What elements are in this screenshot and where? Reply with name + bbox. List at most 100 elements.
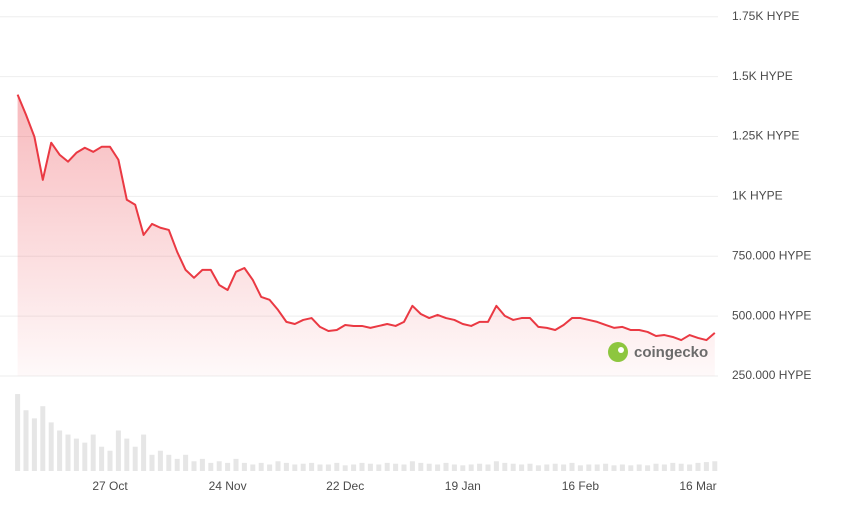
volume-bar <box>292 464 298 471</box>
volume-bar <box>493 461 499 471</box>
volume-bar <box>275 461 281 471</box>
volume-bar <box>611 465 617 471</box>
volume-bar <box>384 462 390 471</box>
volume-bar <box>342 465 348 471</box>
volume-bar <box>703 462 709 471</box>
volume-bar <box>426 463 432 471</box>
volume-bar <box>468 464 474 471</box>
volume-bar <box>435 464 441 471</box>
x-tick-label: 24 Nov <box>209 479 247 493</box>
volume-bar <box>99 446 105 471</box>
volume-bar <box>250 464 256 471</box>
y-tick-label: 1.5K HYPE <box>732 69 793 83</box>
volume-bar <box>603 463 609 471</box>
volume-bar <box>141 434 147 471</box>
volume-bar <box>569 462 575 471</box>
volume-bar <box>166 454 172 471</box>
volume-bar <box>695 462 701 471</box>
volume-bar <box>502 462 508 471</box>
volume-bar <box>586 464 592 471</box>
volume-bar <box>351 464 357 471</box>
volume-bar <box>451 464 457 471</box>
volume-bar <box>31 418 37 471</box>
volume-bar <box>636 464 642 471</box>
volume-bar <box>283 462 289 471</box>
y-tick-label: 250.000 HYPE <box>732 368 811 382</box>
volume-bar <box>577 465 583 471</box>
watermark-logo-eye <box>618 347 624 353</box>
volume-bar <box>645 465 651 471</box>
x-tick-label: 27 Oct <box>92 479 128 493</box>
volume-bar <box>619 464 625 471</box>
volume-bar <box>40 406 46 471</box>
price-line <box>16 94 716 342</box>
volume-bar <box>233 458 239 471</box>
watermark: coingecko <box>608 342 708 362</box>
y-tick-label: 500.000 HYPE <box>732 308 811 322</box>
volume-bar <box>409 461 415 471</box>
volume-bar <box>367 463 373 471</box>
volume-bar <box>183 454 189 471</box>
x-tick-label: 16 Feb <box>562 479 600 493</box>
volume-bar <box>393 463 399 471</box>
volume-bar <box>15 394 21 471</box>
volume-bar <box>208 462 214 471</box>
volume-bar <box>544 464 550 471</box>
volume-bar <box>687 464 693 471</box>
volume-bar <box>628 465 634 471</box>
volume-bar <box>115 430 121 471</box>
volume-bar <box>527 463 533 471</box>
volume-bar <box>552 463 558 471</box>
y-tick-label: 1K HYPE <box>732 189 783 203</box>
volume-bar <box>510 463 516 471</box>
volume-bar <box>653 463 659 471</box>
volume-bar <box>216 461 222 471</box>
x-tick-label: 22 Dec <box>326 479 364 493</box>
volume-bar <box>309 462 315 471</box>
volume-bar <box>535 465 541 471</box>
volume-bar <box>124 438 130 471</box>
volume-bar <box>325 464 331 471</box>
volume-bar <box>258 462 264 471</box>
volume-bar <box>561 464 567 471</box>
y-tick-label: 1.25K HYPE <box>732 129 799 143</box>
volume-bar <box>48 422 54 471</box>
volume-bar <box>443 462 449 471</box>
volume-bar <box>401 464 407 471</box>
volume-bar <box>199 458 205 471</box>
y-tick-label: 1.75K HYPE <box>732 9 799 23</box>
volume-bar <box>317 464 323 471</box>
y-tick-label: 750.000 HYPE <box>732 248 811 262</box>
volume-bar <box>485 464 491 471</box>
volume-bar <box>149 454 155 471</box>
volume-bar <box>670 462 676 471</box>
volume-bar <box>460 465 466 471</box>
volume-bar <box>107 450 113 471</box>
volume-bar <box>23 410 29 471</box>
price-area <box>17 94 715 376</box>
volume-bar <box>157 450 163 471</box>
volume-bar <box>376 464 382 471</box>
volume-bar <box>594 464 600 471</box>
volume-bar <box>174 458 180 471</box>
volume-bar <box>267 464 273 471</box>
volume-bar <box>191 461 197 471</box>
volume-bar <box>359 462 365 471</box>
volume-bar <box>477 463 483 471</box>
x-tick-label: 16 Mar <box>679 479 716 493</box>
volume-bar <box>132 446 138 471</box>
volume-bar <box>65 434 71 471</box>
volume-bar <box>82 442 88 471</box>
volume-bar <box>73 438 79 471</box>
volume-bar <box>90 434 96 471</box>
watermark-text: coingecko <box>634 344 708 361</box>
volume-bar <box>241 462 247 471</box>
volume-bar <box>678 463 684 471</box>
volume-bar <box>300 463 306 471</box>
volume-bar <box>519 464 525 471</box>
x-tick-label: 19 Jan <box>445 479 481 493</box>
volume-bar <box>418 462 424 471</box>
volume-bar <box>661 464 667 471</box>
volume-bar <box>57 430 63 471</box>
